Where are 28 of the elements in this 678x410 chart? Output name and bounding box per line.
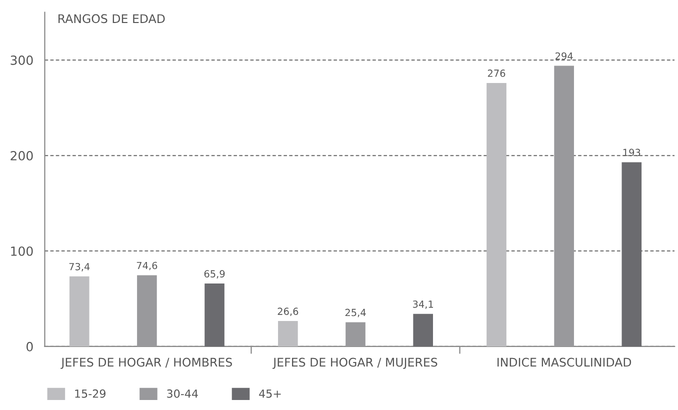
bar: [137, 275, 157, 346]
legend-label: 45+: [259, 390, 281, 398]
bar: [486, 82, 506, 346]
y-tick-label: 300: [10, 56, 33, 65]
y-tick-label: 200: [10, 150, 33, 160]
bar: [554, 66, 574, 346]
y-tick-label: 0: [26, 342, 33, 352]
legend-label: 15-29: [75, 389, 106, 398]
bar: [346, 322, 366, 346]
data-label: 65,9: [204, 270, 225, 278]
data-label: 73,4: [69, 262, 90, 272]
data-label: 26,6: [278, 308, 298, 316]
chart-title: RANGOS DE EDAD: [58, 14, 165, 24]
data-label: 25,4: [345, 308, 366, 318]
x-tick-label: INDICE MASCULINIDAD: [498, 358, 632, 367]
x-tick-label: JEFES DE HOGAR / HOMBRES: [60, 358, 232, 369]
bar: [413, 314, 433, 346]
data-label: 74,6: [136, 262, 158, 270]
data-label: 276: [488, 70, 506, 77]
bar: [204, 284, 224, 346]
bar: [278, 321, 298, 346]
bar: [69, 276, 90, 346]
legend-label: 30-44: [167, 389, 198, 398]
data-label: 294: [556, 52, 573, 60]
data-label: 34,1: [413, 300, 434, 309]
x-tick-label: JEFES DE HOGAR / MUJERES: [272, 358, 438, 369]
data-label: 193: [623, 148, 640, 156]
y-tick-label: 100: [11, 246, 33, 256]
